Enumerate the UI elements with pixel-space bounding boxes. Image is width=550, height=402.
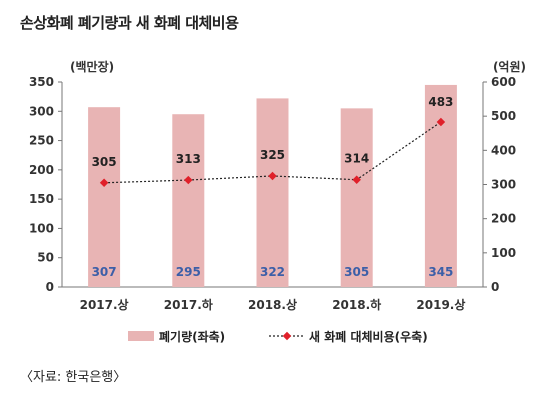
x-tick-label: 2017.상 [80, 297, 129, 312]
x-tick-label: 2019.상 [416, 297, 465, 312]
legend: 폐기량(좌축) 새 화폐 대체비용(우축) [128, 329, 428, 344]
left-tick-label: 0 [46, 280, 54, 294]
bar [256, 98, 289, 288]
bar-series [88, 84, 457, 288]
line-series [99, 117, 446, 188]
legend-bar-label: 폐기량(좌축) [159, 329, 225, 344]
x-tick-label: 2018.상 [248, 297, 297, 312]
bar-value-label: 295 [176, 265, 201, 279]
line-value-label: 314 [344, 152, 369, 166]
left-tick-label: 200 [29, 163, 54, 177]
line-point [99, 178, 109, 188]
left-tick-label: 250 [29, 134, 54, 148]
x-tick-label: 2018.하 [332, 297, 381, 312]
line-value-label: 483 [428, 95, 453, 109]
left-tick-label: 300 [29, 104, 54, 118]
right-tick-label: 100 [491, 246, 516, 260]
left-tick-label: 350 [29, 75, 54, 89]
bar-value-label: 307 [92, 265, 117, 279]
line-value-label: 325 [260, 148, 285, 162]
line-point [268, 171, 277, 181]
right-tick-label: 300 [491, 178, 516, 192]
right-tick-label: 600 [491, 75, 516, 89]
legend-line-marker [282, 331, 292, 341]
bar [424, 84, 457, 287]
right-tick-label: 400 [491, 143, 516, 157]
source-note: 〈자료: 한국은행〉 [20, 370, 127, 385]
bar-value-label: 345 [428, 265, 453, 279]
right-tick-label: 500 [491, 109, 516, 123]
right-tick-label: 200 [491, 212, 516, 226]
line-point [436, 117, 446, 127]
right-axis-unit: (억원) [493, 60, 526, 74]
x-tick-label: 2017.하 [164, 297, 213, 312]
bar [340, 108, 373, 287]
line-point [184, 175, 193, 185]
line-value-label: 305 [92, 155, 117, 169]
axes: 0 50 100 150 200 250 300 350 0 100 200 300 400 500 600… [29, 59, 526, 312]
left-axis-unit: (백만장) [70, 59, 114, 74]
bar [172, 114, 205, 287]
bar [88, 107, 121, 287]
chart-title: 손상화폐 폐기량과 새 화폐 대체비용 [20, 14, 239, 32]
left-tick-label: 150 [29, 192, 54, 206]
line-point [352, 175, 361, 184]
data-labels: 307 295 322 305 345 305 313 325 314 483 [92, 95, 454, 279]
bar-value-label: 322 [260, 265, 285, 279]
left-tick-label: 100 [29, 221, 54, 235]
right-tick-label: 0 [491, 280, 499, 294]
bar-value-label: 305 [344, 265, 369, 279]
line-value-label: 313 [176, 152, 201, 166]
left-tick-label: 50 [37, 251, 54, 265]
legend-bar-swatch [128, 331, 154, 341]
legend-line-label: 새 화폐 대체비용(우축) [309, 329, 428, 344]
